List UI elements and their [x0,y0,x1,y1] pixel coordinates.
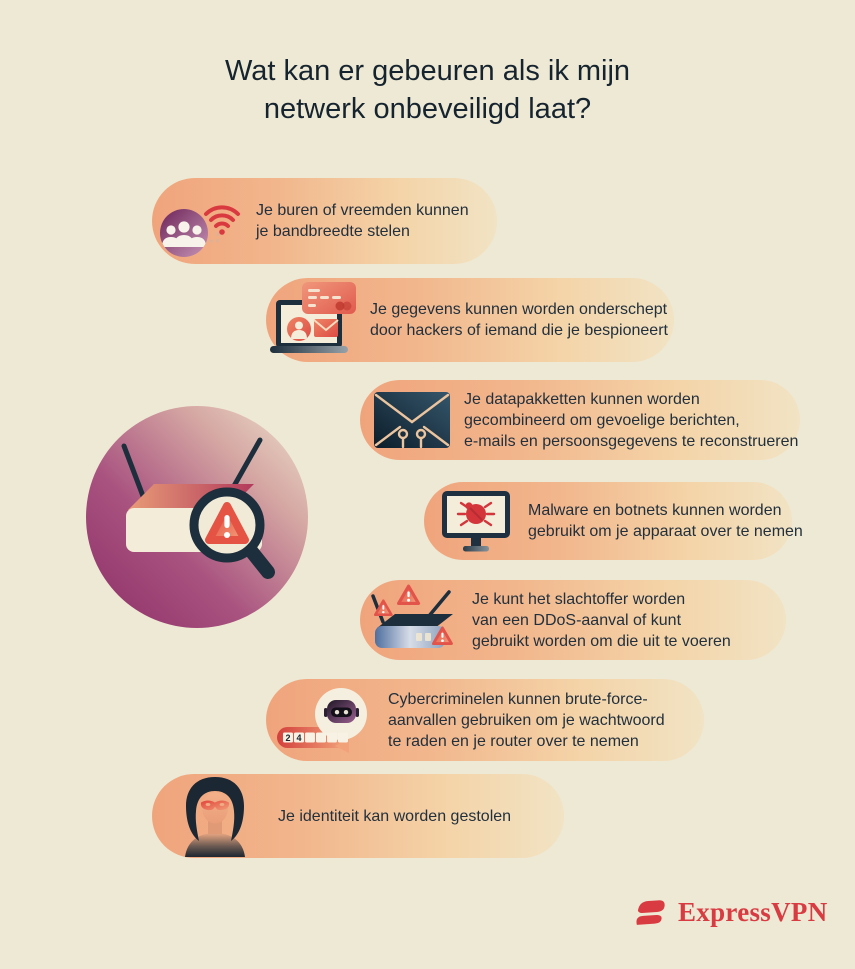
risk-item-malware: Malware en botnets kunnen worden gebruik… [424,482,803,560]
risk-item-interception: Je gegevens kunnen worden onderschept do… [266,278,674,362]
brand-logo: ExpressVPN [630,895,828,929]
risk-item-bruteforce: 2 4 Cybercriminelen kunnen brute-force- … [266,679,704,761]
wifi-neighbors-icon [152,183,256,259]
risk-item-identity: Je identiteit kan worden gestolen [152,774,564,858]
risk-item-bandwidth: Je buren of vreemden kunnen je bandbreed… [152,178,497,264]
risk-item-packets: Je datapakketten kunnen worden gecombine… [360,380,800,460]
ddos-router-icon [360,584,472,656]
risk-item-text: Cybercriminelen kunnen brute-force- aanv… [388,690,665,750]
intercepted-data-icon [266,280,370,360]
router-magnifier-warning-icon [86,406,308,628]
expressvpn-icon [636,900,665,925]
risk-item-text: Je buren of vreemden kunnen je bandbreed… [256,202,469,240]
brute-force-icon: 2 4 [266,687,388,753]
page-title: Wat kan er gebeuren als ik mijn netwerk … [224,55,631,125]
risk-item-text: Je gegevens kunnen worden onderschept do… [370,301,668,339]
risk-item-text: Je datapakketten kunnen worden gecombine… [464,390,799,450]
risk-item-ddos: Je kunt het slachtoffer worden van een D… [360,580,786,660]
risk-item-text: Je kunt het slachtoffer worden van een D… [472,590,731,650]
identity-theft-icon [152,775,278,857]
password-digit: 2 [285,733,290,743]
brand-name: ExpressVPN [678,896,828,927]
risk-item-text: Je identiteit kan worden gestolen [278,807,512,825]
risk-item-text: Malware en botnets kunnen worden gebruik… [528,502,803,540]
data-packets-icon [360,391,464,449]
password-digit: 4 [296,733,301,743]
malware-botnet-icon [424,488,528,554]
